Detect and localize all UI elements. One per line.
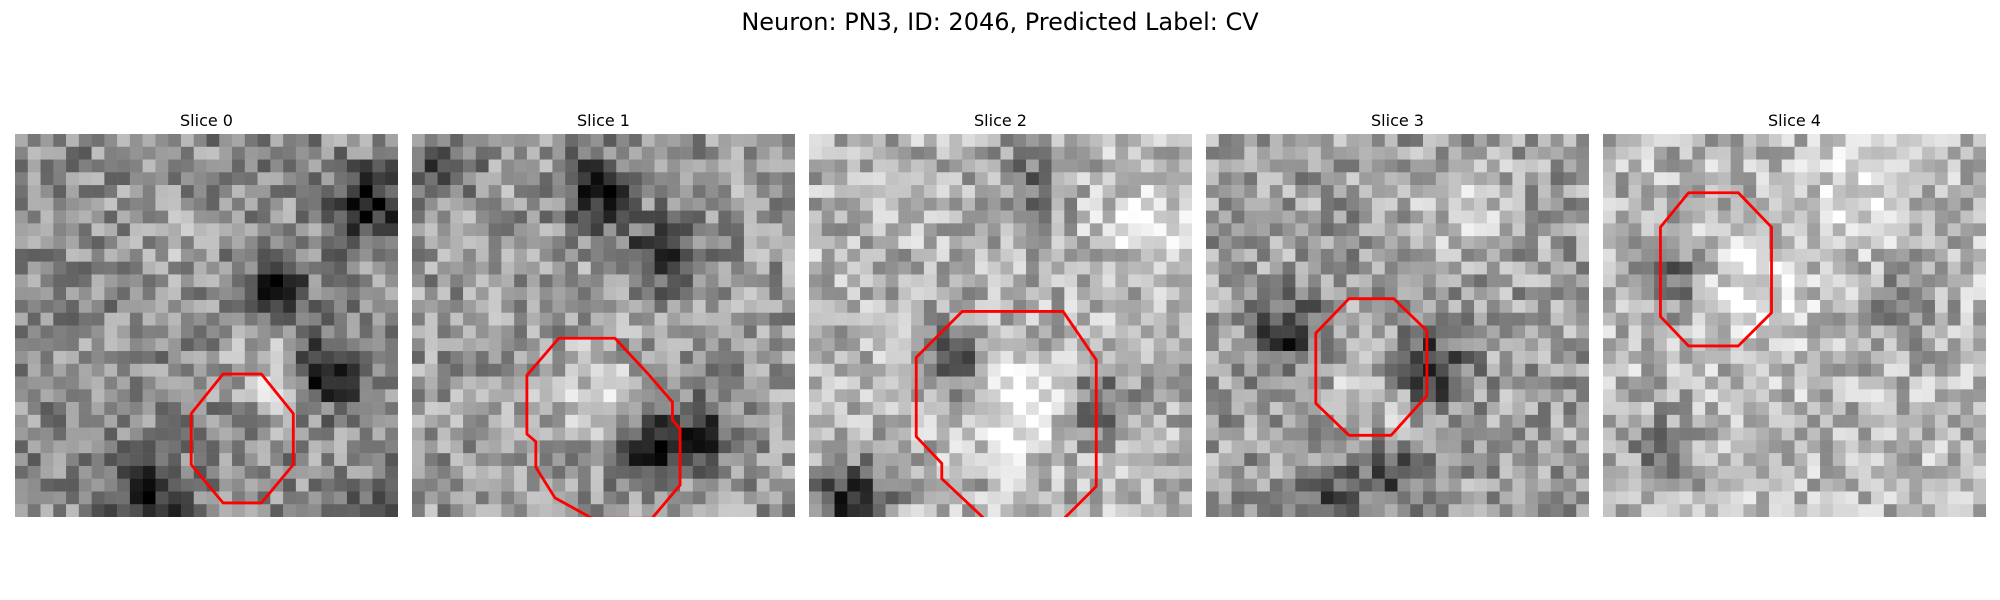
slice-image bbox=[1603, 134, 1986, 517]
slice-panel-0: Slice 0 bbox=[15, 108, 398, 517]
slice-image bbox=[412, 134, 795, 517]
slice-title: Slice 0 bbox=[180, 111, 233, 130]
cell-contour bbox=[525, 336, 682, 517]
slice-image bbox=[15, 134, 398, 517]
slice-title: Slice 2 bbox=[974, 111, 1027, 130]
pixel-grid bbox=[412, 134, 795, 517]
slice-panel-3: Slice 3 bbox=[1206, 108, 1589, 517]
figure-title: Neuron: PN3, ID: 2046, Predicted Label: … bbox=[741, 8, 1259, 36]
cell-contour bbox=[1659, 191, 1773, 348]
slice-panel-2: Slice 2 bbox=[809, 108, 1192, 517]
cell-contour bbox=[189, 372, 295, 505]
pixel-grid bbox=[1206, 134, 1589, 517]
pixel-grid bbox=[15, 134, 398, 517]
slice-image bbox=[1206, 134, 1589, 517]
slice-panel-1: Slice 1 bbox=[412, 108, 795, 517]
slice-image bbox=[809, 134, 1192, 517]
cell-contour bbox=[914, 310, 1098, 517]
cell-contour bbox=[1314, 297, 1429, 437]
slice-title: Slice 4 bbox=[1768, 111, 1821, 130]
slice-title: Slice 3 bbox=[1371, 111, 1424, 130]
slice-panel-4: Slice 4 bbox=[1603, 108, 1986, 517]
pixel-grid bbox=[1603, 134, 1986, 517]
slice-title: Slice 1 bbox=[577, 111, 630, 130]
pixel-grid bbox=[809, 134, 1192, 517]
